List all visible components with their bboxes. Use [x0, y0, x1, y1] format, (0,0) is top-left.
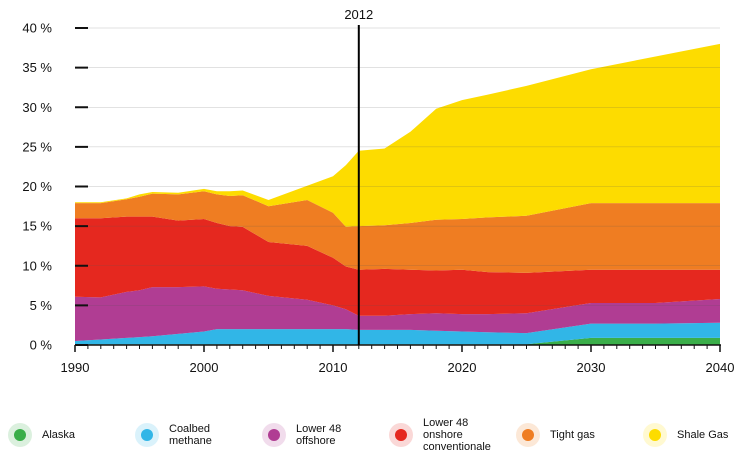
marker-label: 2012	[344, 7, 373, 22]
legend-swatch	[516, 423, 540, 447]
legend-label: Tight gas	[550, 429, 595, 441]
x-tick-label: 2010	[319, 360, 348, 375]
legend-item: Alaska	[8, 410, 75, 460]
y-tick-label: 0 %	[30, 338, 53, 353]
legend: Alaska Coalbed methane Lower 48 offshore Lo…	[0, 410, 738, 460]
legend-label: Shale Gas	[677, 429, 729, 441]
area-series-4	[75, 191, 720, 273]
y-tick-label: 10 %	[22, 258, 52, 273]
x-tick-label: 2030	[577, 360, 606, 375]
area-series-0	[75, 337, 720, 345]
legend-item: Shale Gas	[643, 410, 728, 460]
y-tick-label: 30 %	[22, 100, 52, 115]
x-tick-label: 2040	[706, 360, 735, 375]
area-series-group	[75, 43, 720, 345]
legend-label: Coalbed methane	[169, 423, 212, 447]
y-tick-label: 25 %	[22, 139, 52, 154]
legend-label: Lower 48 onshore conventionale	[423, 417, 491, 453]
legend-swatch	[643, 423, 667, 447]
area-series-1	[75, 322, 720, 345]
x-tick-label: 1990	[61, 360, 90, 375]
area-series-5	[75, 43, 720, 227]
y-tick-label: 15 %	[22, 219, 52, 234]
area-series-2	[75, 286, 720, 341]
legend-swatch	[8, 423, 32, 447]
legend-label: Lower 48 offshore	[296, 423, 342, 447]
x-axis: 1990 2000 2010 2020 2030 2040	[61, 344, 735, 375]
legend-item: Lower 48 offshore	[262, 410, 341, 460]
stacked-area-chart: 0 % 5 % 10 % 15 % 20 % 25 % 30 % 35 % 40 % 1990 2…	[22, 7, 735, 375]
legend-swatch	[389, 423, 413, 447]
area-series-3	[75, 216, 720, 316]
legend-item: Tight gas	[516, 410, 595, 460]
x-tick-label: 2000	[190, 360, 219, 375]
legend-label: Alaska	[42, 429, 76, 441]
y-tick-label: 5 %	[30, 298, 53, 313]
y-tick-label: 40 %	[22, 21, 52, 36]
year-marker: 2012	[344, 7, 373, 345]
legend-item: Coalbed methane	[135, 410, 212, 460]
legend-swatch	[135, 423, 159, 447]
y-tick-label: 35 %	[22, 60, 52, 75]
x-tick-label: 2020	[448, 360, 477, 375]
legend-item: Lower 48 onshore conventionale	[389, 410, 491, 460]
y-tick-label: 20 %	[22, 179, 52, 194]
legend-swatch	[262, 423, 286, 447]
